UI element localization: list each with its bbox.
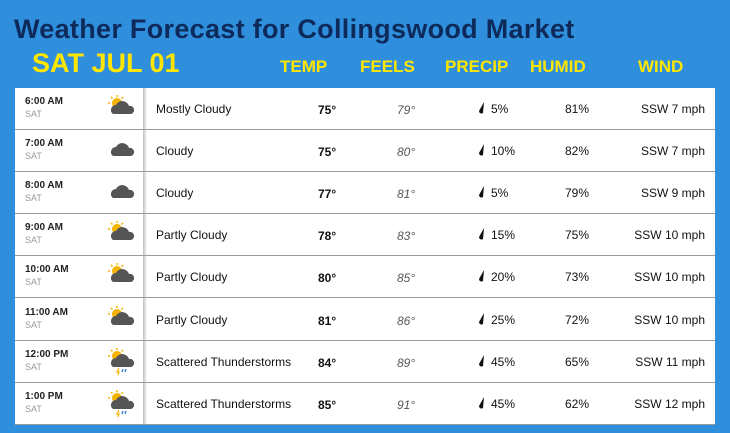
- condition: Partly Cloudy: [156, 312, 228, 327]
- date: SAT JUL 01: [32, 48, 180, 78]
- wind: SSW 12 mph: [634, 396, 705, 411]
- day: SAT: [25, 151, 42, 162]
- column-separator: [143, 88, 147, 425]
- rain-drop-icon: [478, 396, 486, 412]
- humidity: 81%: [564, 102, 590, 116]
- wind: SSW 10 mph: [634, 270, 705, 285]
- wind: SSW 11 mph: [635, 354, 705, 369]
- wind: SSW 7 mph: [640, 144, 705, 159]
- humidity: 82%: [564, 144, 590, 159]
- rain-drop-icon: [478, 354, 486, 370]
- temperature: 84°: [318, 355, 337, 370]
- column-header: HUMID: [530, 57, 586, 76]
- title: Weather Forecast for Collingswood Market: [14, 14, 575, 44]
- forecast-row: 6:00 AM SAT Mostly Cloudy 75° 79° 5% 81% SSW 7 …: [15, 88, 715, 130]
- weather-icon: [107, 347, 135, 380]
- time: 6:00 AM: [25, 96, 63, 107]
- weather-icon: [107, 136, 135, 169]
- temperature: 75°: [318, 103, 337, 117]
- column-header: FEELS: [360, 57, 415, 76]
- wind: SSW 7 mph: [640, 102, 705, 116]
- forecast-row: 11:00 AM SAT Partly Cloudy 81° 86° 25% 72% SSW …: [15, 299, 715, 341]
- feels-like: 91°: [397, 397, 416, 412]
- precipitation: 45%: [491, 396, 516, 411]
- temperature: 78°: [318, 229, 337, 244]
- day: SAT: [25, 235, 42, 246]
- wind: SSW 9 mph: [640, 186, 705, 201]
- condition: Scattered Thunderstorms: [156, 354, 292, 369]
- rain-drop-icon: [478, 186, 486, 201]
- rain-drop-icon: [478, 144, 486, 159]
- humidity: 72%: [564, 312, 590, 327]
- time: 1:00 PM: [25, 390, 63, 402]
- weather-icon: [107, 220, 135, 253]
- condition: Mostly Cloudy: [156, 102, 232, 116]
- feels-like: 80°: [397, 145, 416, 160]
- forecast-row: 10:00 AM SAT Partly Cloudy 80° 85° 20% 73% SSW …: [15, 256, 715, 299]
- column-header: TEMP: [280, 57, 328, 76]
- feels-like: 83°: [397, 229, 416, 244]
- feels-like: 81°: [397, 187, 416, 202]
- precipitation: 10%: [491, 144, 516, 159]
- rain-drop-icon: [478, 270, 486, 285]
- weather-icon: [107, 262, 135, 295]
- time: 11:00 AM: [25, 306, 68, 318]
- condition: Scattered Thunderstorms: [156, 396, 292, 411]
- weather-icon: [107, 94, 135, 127]
- feels-like: 85°: [397, 271, 416, 286]
- time: 7:00 AM: [25, 138, 63, 150]
- condition: Cloudy: [156, 186, 194, 201]
- time: 9:00 AM: [25, 222, 63, 234]
- temperature: 80°: [318, 271, 337, 286]
- humidity: 75%: [564, 228, 590, 243]
- time: 10:00 AM: [25, 264, 69, 276]
- weather-icon: [107, 305, 135, 338]
- precipitation: 5%: [491, 102, 509, 116]
- rain-drop-icon: [478, 102, 486, 117]
- rain-drop-icon: [478, 312, 486, 328]
- forecast-row: 7:00 AM SAT Cloudy 75° 80° 10% 82% SSW 7 mph: [15, 130, 715, 173]
- day: SAT: [25, 319, 42, 330]
- column-header: PRECIP: [445, 57, 509, 76]
- weather-icon: [107, 389, 135, 422]
- day: SAT: [25, 193, 42, 204]
- feels-like: 79°: [397, 103, 416, 117]
- humidity: 73%: [564, 270, 590, 285]
- rain-drop-icon: [478, 228, 486, 243]
- precipitation: 45%: [491, 354, 516, 369]
- day: SAT: [25, 403, 42, 414]
- precipitation: 25%: [491, 312, 516, 327]
- humidity: 65%: [564, 354, 590, 369]
- condition: Cloudy: [156, 144, 194, 159]
- forecast-row: 8:00 AM SAT Cloudy 77° 81° 5% 79% SSW 9 mph: [15, 172, 715, 215]
- forecast-table: 6:00 AM SAT Mostly Cloudy 75° 79° 5% 81% SSW 7 …: [15, 88, 715, 425]
- time: 12:00 PM: [25, 348, 69, 360]
- forecast-row: 12:00 PM SAT Scattered Thunderstorms 84° 89°…: [15, 341, 715, 383]
- precipitation: 15%: [491, 228, 516, 243]
- feels-like: 86°: [397, 313, 416, 328]
- temperature: 77°: [318, 187, 337, 202]
- condition: Partly Cloudy: [156, 270, 228, 285]
- humidity: 62%: [564, 396, 590, 411]
- day: SAT: [25, 277, 42, 288]
- humidity: 79%: [564, 186, 590, 201]
- time: 8:00 AM: [25, 180, 63, 192]
- column-header: WIND: [638, 57, 684, 76]
- precipitation: 5%: [491, 186, 509, 201]
- wind: SSW 10 mph: [634, 228, 705, 243]
- forecast-row: 9:00 AM SAT Partly Cloudy 78° 83° 15% 75% SSW 1…: [15, 214, 715, 257]
- weather-icon: [107, 178, 135, 211]
- wind: SSW 10 mph: [634, 312, 705, 327]
- temperature: 75°: [318, 145, 337, 160]
- forecast-row: 1:00 PM SAT Scattered Thunderstorms 85° 91° 4…: [15, 383, 715, 425]
- feels-like: 89°: [397, 355, 416, 370]
- temperature: 85°: [318, 397, 337, 412]
- day: SAT: [25, 109, 42, 119]
- day: SAT: [25, 361, 42, 372]
- condition: Partly Cloudy: [156, 228, 228, 243]
- precipitation: 20%: [491, 270, 516, 285]
- temperature: 81°: [318, 313, 337, 328]
